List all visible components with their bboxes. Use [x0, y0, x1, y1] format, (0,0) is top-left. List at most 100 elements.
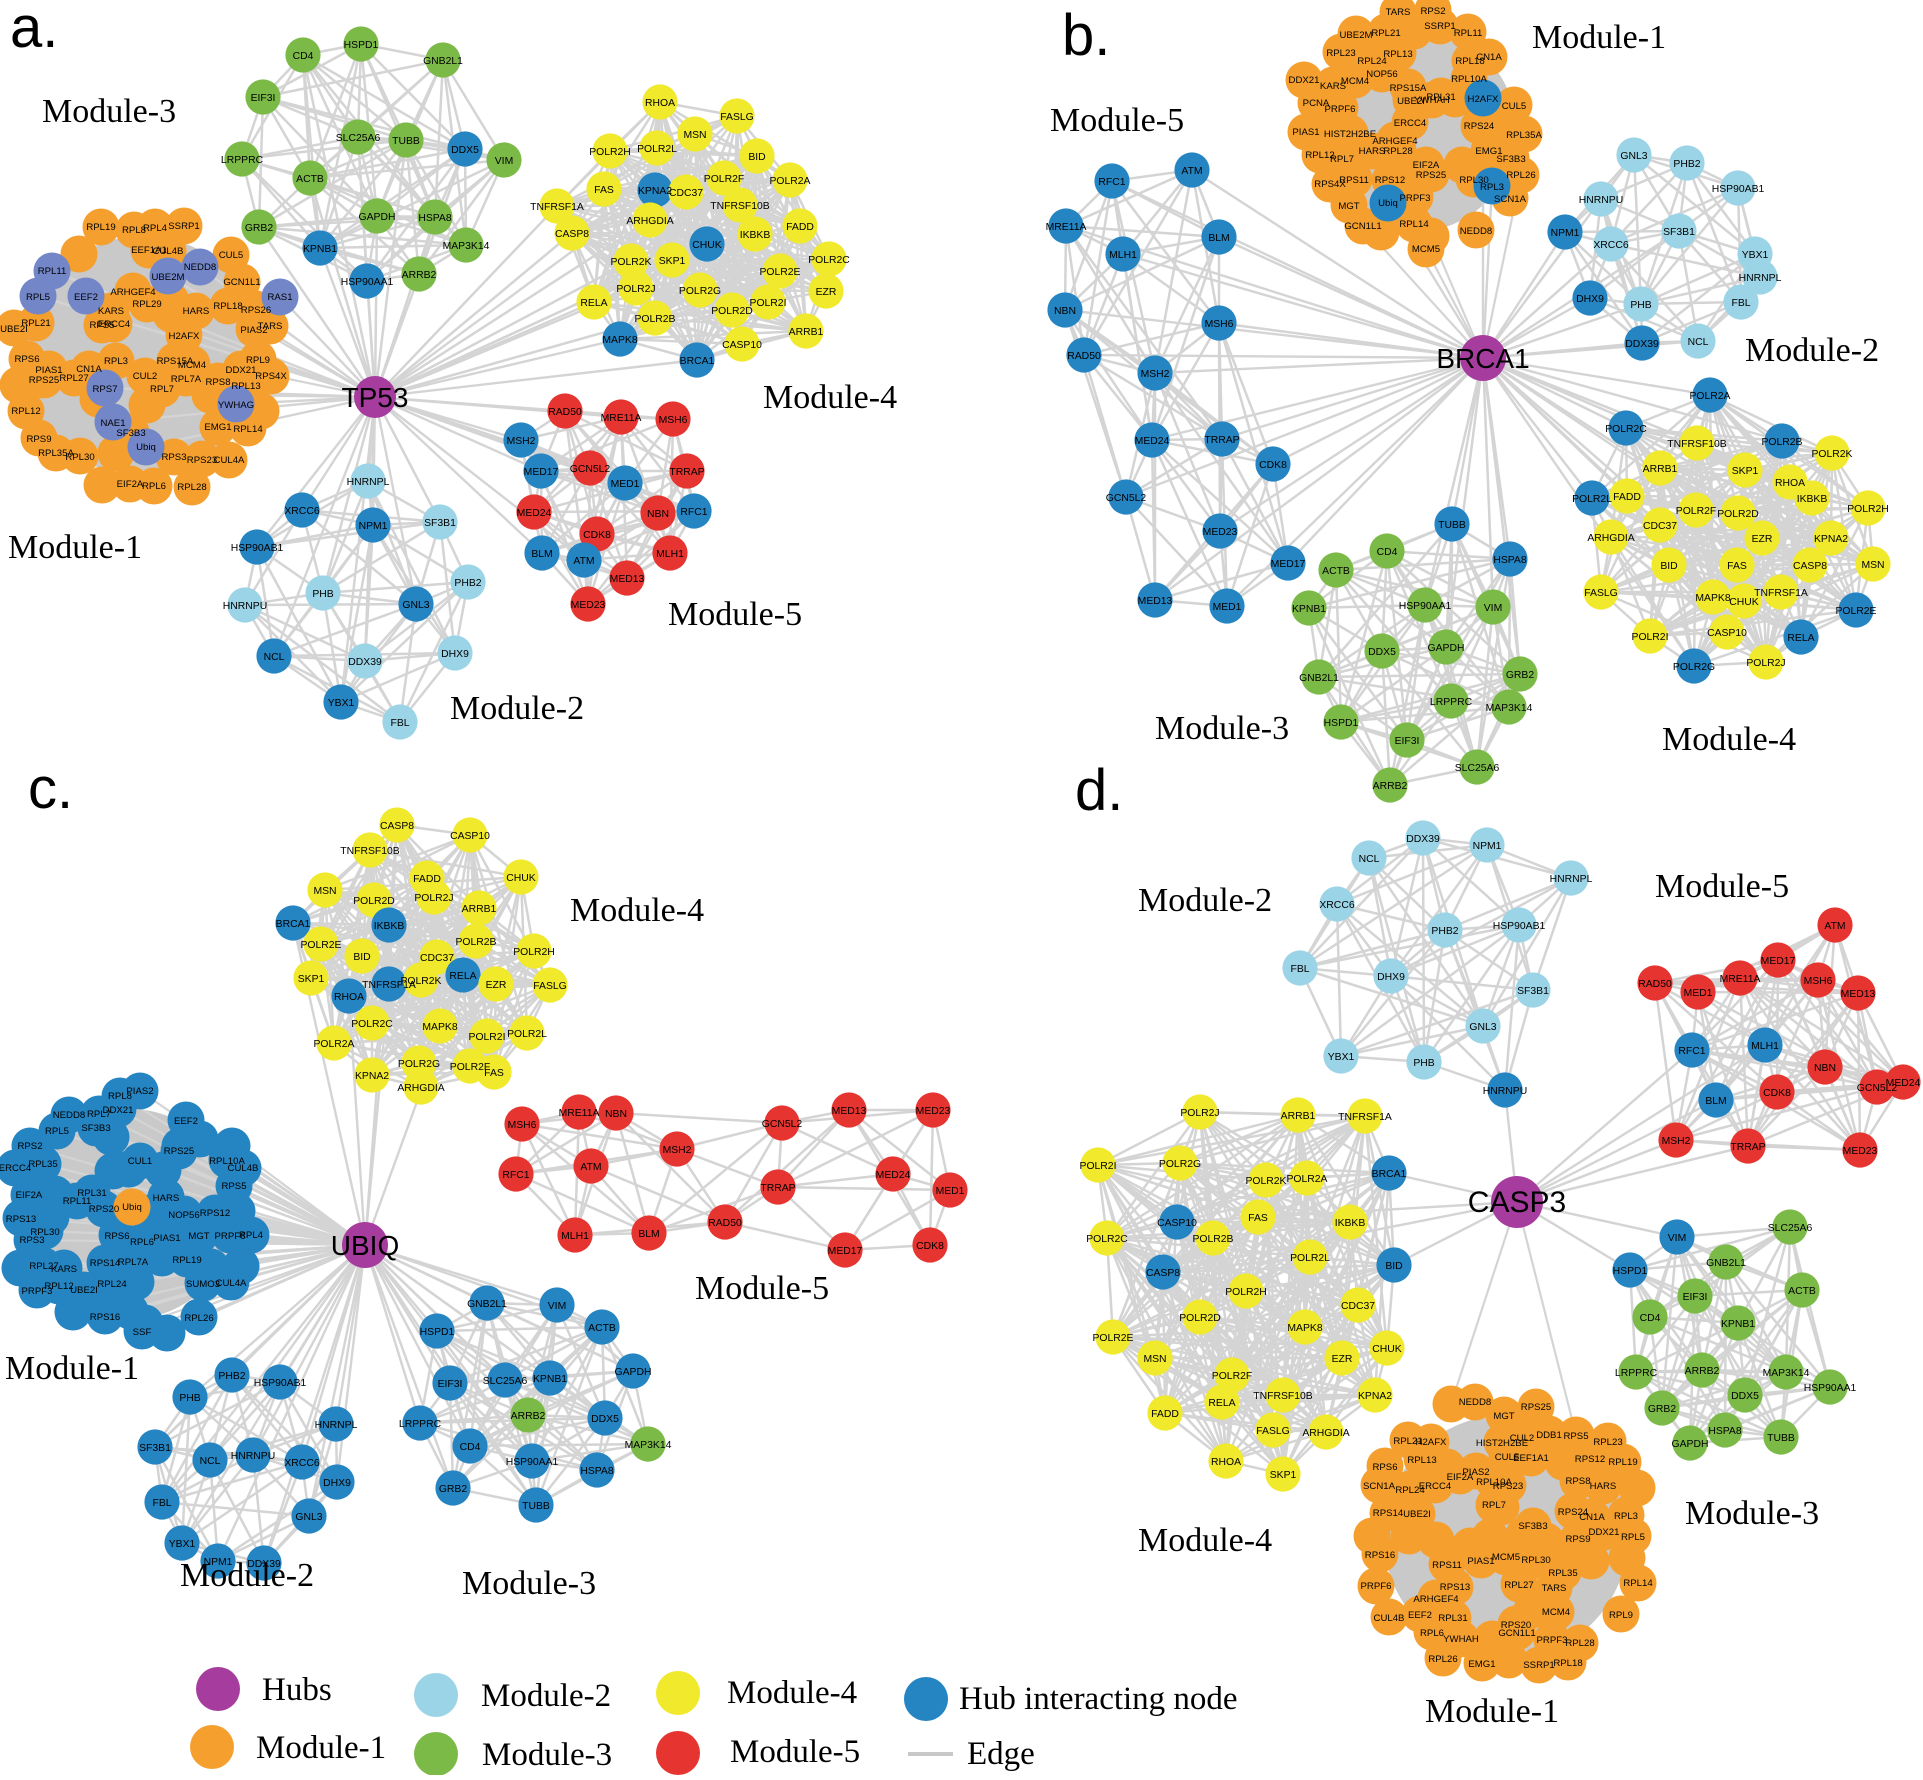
- svg-text:MSH6: MSH6: [1804, 976, 1833, 987]
- svg-text:RELA: RELA: [449, 971, 476, 982]
- svg-text:DHX9: DHX9: [1576, 294, 1604, 305]
- svg-text:RPL11: RPL11: [1454, 28, 1483, 39]
- svg-text:LRPPRC: LRPPRC: [1430, 697, 1473, 708]
- svg-text:ARRB2: ARRB2: [402, 270, 437, 281]
- svg-text:POLR2H: POLR2H: [513, 947, 555, 958]
- svg-text:SF3B3: SF3B3: [1518, 1521, 1547, 1532]
- svg-text:RPS6: RPS6: [1372, 1462, 1397, 1473]
- svg-text:Module-5: Module-5: [1050, 102, 1184, 139]
- svg-text:KARS: KARS: [51, 1264, 77, 1275]
- svg-text:DDX39: DDX39: [348, 657, 382, 668]
- svg-text:RPS12: RPS12: [1575, 1454, 1605, 1465]
- svg-text:FADD: FADD: [1613, 492, 1641, 503]
- svg-text:RPL28: RPL28: [177, 482, 206, 493]
- svg-text:MED24: MED24: [517, 508, 552, 519]
- svg-text:HSPA8: HSPA8: [580, 1466, 614, 1477]
- svg-text:MLH1: MLH1: [1109, 250, 1137, 261]
- svg-text:MGT: MGT: [188, 1231, 209, 1242]
- svg-text:TNFRSF10B: TNFRSF10B: [710, 201, 770, 212]
- svg-text:VIM: VIM: [548, 1301, 566, 1312]
- svg-text:KPNA2: KPNA2: [1358, 1391, 1392, 1402]
- svg-text:RELA: RELA: [1208, 1398, 1235, 1409]
- svg-text:XRCC6: XRCC6: [284, 506, 319, 517]
- svg-text:POLR2K: POLR2K: [1811, 449, 1852, 460]
- svg-text:IKBKB: IKBKB: [374, 921, 405, 932]
- svg-text:RELA: RELA: [1787, 633, 1814, 644]
- svg-text:PIAS2: PIAS2: [1462, 1467, 1489, 1478]
- svg-text:GCN5L2: GCN5L2: [570, 464, 611, 475]
- svg-text:DHX9: DHX9: [1377, 972, 1405, 983]
- svg-text:KPNA2: KPNA2: [1814, 534, 1848, 545]
- svg-text:ARRB2: ARRB2: [1373, 781, 1408, 792]
- svg-text:Module-1: Module-1: [256, 1730, 386, 1766]
- svg-text:HNRNPL: HNRNPL: [1550, 874, 1593, 885]
- svg-text:ACTB: ACTB: [588, 1323, 616, 1334]
- svg-text:RPS12: RPS12: [200, 1208, 230, 1219]
- svg-text:SLC25A6: SLC25A6: [483, 1376, 528, 1387]
- svg-text:RPS6: RPS6: [104, 1231, 129, 1242]
- svg-text:GAPDH: GAPDH: [1428, 643, 1465, 654]
- svg-text:TUBB: TUBB: [1438, 520, 1466, 531]
- svg-text:BID: BID: [1660, 561, 1677, 572]
- svg-text:NPM1: NPM1: [359, 521, 388, 532]
- svg-text:POLR2G: POLR2G: [398, 1059, 440, 1070]
- svg-text:RAD50: RAD50: [708, 1218, 742, 1229]
- svg-text:ATM: ATM: [573, 556, 594, 567]
- svg-text:MSH2: MSH2: [1141, 369, 1170, 380]
- svg-text:EEF1A1: EEF1A1: [131, 245, 167, 256]
- svg-text:MSH6: MSH6: [508, 1120, 537, 1131]
- svg-text:CN1A: CN1A: [1579, 1512, 1605, 1523]
- svg-text:SSF: SSF: [133, 1327, 152, 1338]
- svg-text:HARS: HARS: [1359, 146, 1386, 157]
- svg-text:H2AFX: H2AFX: [1468, 94, 1500, 105]
- svg-text:POLR2F: POLR2F: [704, 174, 744, 185]
- svg-text:POLR2D: POLR2D: [353, 896, 395, 907]
- svg-text:POLR2F: POLR2F: [450, 1062, 490, 1073]
- svg-text:TP53: TP53: [342, 382, 409, 413]
- svg-text:POLR2J: POLR2J: [1180, 1108, 1219, 1119]
- svg-text:RPL31: RPL31: [1438, 1613, 1467, 1624]
- svg-text:RPS24: RPS24: [1464, 121, 1495, 132]
- svg-text:ARHGDIA: ARHGDIA: [626, 216, 673, 227]
- svg-text:RPL21: RPL21: [1393, 1436, 1422, 1447]
- svg-text:UBIQ: UBIQ: [331, 1230, 399, 1261]
- svg-text:MSH2: MSH2: [1662, 1136, 1691, 1147]
- svg-text:PRPF6: PRPF6: [215, 1231, 246, 1242]
- svg-text:CD4: CD4: [1640, 1313, 1661, 1324]
- svg-text:RPS5: RPS5: [221, 1181, 246, 1192]
- svg-text:POLR2D: POLR2D: [1717, 509, 1759, 520]
- svg-text:DDX21: DDX21: [226, 365, 257, 376]
- svg-text:ERCC4: ERCC4: [0, 1163, 32, 1174]
- svg-text:EMG1: EMG1: [1468, 1659, 1495, 1670]
- svg-text:MAP3K14: MAP3K14: [1763, 1368, 1810, 1379]
- svg-text:UBE2I: UBE2I: [1403, 1509, 1431, 1520]
- svg-text:RPL9: RPL9: [1609, 1610, 1633, 1621]
- svg-text:MSH6: MSH6: [659, 415, 688, 426]
- svg-text:RPL14: RPL14: [1399, 219, 1429, 230]
- svg-text:ARHGDIA: ARHGDIA: [397, 1083, 444, 1094]
- svg-text:MRE11A: MRE11A: [1720, 974, 1761, 985]
- svg-text:HSP90AA1: HSP90AA1: [1804, 1383, 1857, 1394]
- svg-text:POLR2C: POLR2C: [1086, 1234, 1128, 1245]
- svg-text:UBE2I: UBE2I: [1397, 96, 1425, 107]
- svg-text:CDC37: CDC37: [669, 188, 703, 199]
- svg-text:MGT: MGT: [1493, 1411, 1514, 1422]
- svg-text:PIAS1: PIAS1: [1292, 127, 1319, 138]
- svg-text:MSN: MSN: [1143, 1354, 1166, 1365]
- svg-text:CDK8: CDK8: [583, 530, 611, 541]
- svg-text:KPNB1: KPNB1: [1721, 1319, 1755, 1330]
- svg-text:RPS15A: RPS15A: [157, 356, 194, 367]
- svg-text:RPL26: RPL26: [1506, 170, 1535, 181]
- svg-text:RFC1: RFC1: [1098, 177, 1125, 188]
- svg-text:CN1A: CN1A: [1476, 52, 1502, 63]
- svg-text:RPS11: RPS11: [1432, 1560, 1462, 1571]
- svg-text:RPS25: RPS25: [29, 375, 59, 386]
- svg-text:ARRB1: ARRB1: [462, 904, 497, 915]
- svg-text:EZR: EZR: [1332, 1354, 1353, 1365]
- svg-text:Module-4: Module-4: [727, 1675, 857, 1711]
- svg-text:MRE11A: MRE11A: [1046, 222, 1087, 233]
- svg-text:FAS: FAS: [1248, 1213, 1268, 1224]
- svg-text:HIST2H2BE: HIST2H2BE: [1324, 129, 1376, 140]
- svg-text:YWHAG: YWHAG: [218, 400, 254, 411]
- svg-text:RPS23: RPS23: [187, 455, 217, 466]
